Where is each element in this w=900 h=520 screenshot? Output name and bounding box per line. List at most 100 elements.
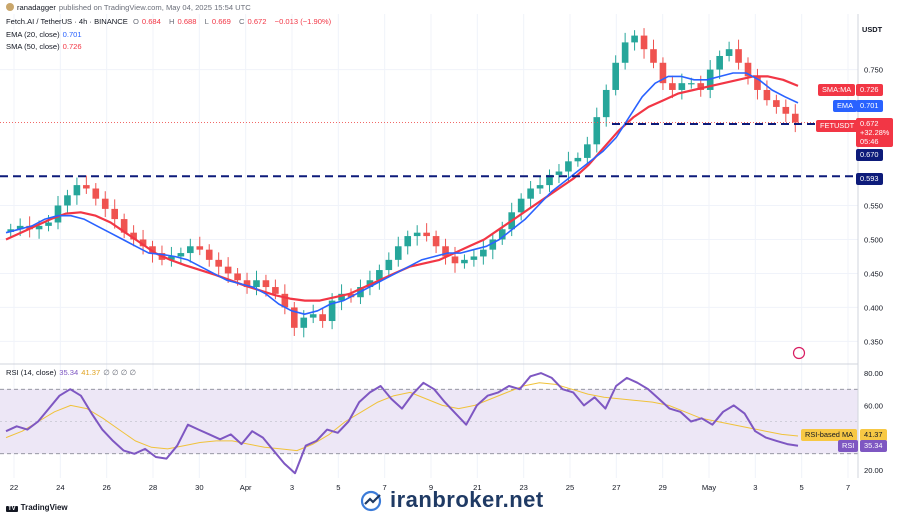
candle-body [773,100,780,107]
candle-body [480,249,487,257]
candle-body [187,246,194,254]
candle-body [782,106,790,114]
symbol-tag: FETUSDT [816,120,859,132]
candle-body [555,171,563,175]
time-tick-label: Apr [240,483,252,492]
rsi-legend[interactable]: RSI (14, close) 35.34 41.37 ∅ ∅ ∅ ∅ [6,368,139,377]
candle-body [546,174,553,186]
watermark-text: iranbroker.net [390,487,544,512]
sma-label: SMA (50, close) [6,42,60,51]
candle-body [470,256,478,260]
rsi-extra: ∅ ∅ ∅ ∅ [103,368,137,377]
symbol-line: Fetch.AI / TetherUS · 4h · BINANCE O 0.68… [6,17,334,26]
candle-body [536,185,544,189]
author-name[interactable]: ranadagger [17,3,56,12]
candle-body [92,188,100,199]
price-tick-label: 0.750 [864,66,883,75]
time-tick-label: 7 [846,483,850,492]
candle-body [64,195,71,206]
candle-body [54,205,62,223]
level-670-tag: 0.670 [856,149,883,161]
sma-tag: SMA:MA [818,84,856,96]
candle-body [659,62,667,84]
events-icon [792,346,806,360]
candle-body [621,42,629,63]
time-tick-label: 22 [10,483,18,492]
candle-body [631,35,638,43]
time-tick-label: 27 [612,483,620,492]
time-tick-label: 21 [473,483,481,492]
candle-body [376,270,383,281]
candle-body [574,157,582,162]
candle-body [451,256,459,264]
candle-body [385,259,393,271]
ema-tag: EMA [833,100,858,112]
candle-body [111,208,119,220]
candle-body [527,188,534,199]
candle-body [423,232,430,237]
candle-body [300,317,308,328]
candle-body [262,280,270,288]
candle-body [584,144,591,158]
candle-body [139,239,147,247]
candle-body [612,62,619,90]
rsi-ma-tag: RSI-based MA [801,429,858,441]
candle-body [640,35,648,50]
rsi-tag: RSI [838,440,859,452]
time-tick-label: 30 [195,483,203,492]
publish-date: published on TradingView.com, May 04, 20… [58,3,251,12]
time-tick-label: 5 [336,483,340,492]
currency-label[interactable]: USDT [862,25,883,34]
candle-body [744,62,752,77]
ema-legend[interactable]: EMA (20, close) 0.701 [6,30,85,39]
candle-body [290,307,298,328]
candle-body [602,89,610,118]
candle-body [319,314,326,322]
time-tick-label: 24 [56,483,64,492]
tradingview-logo[interactable]: TV TradingView [6,503,68,512]
price-tick-label: 0.550 [864,201,883,210]
candle-body [234,273,241,281]
candle-body [83,185,90,189]
candle-body [763,89,771,101]
candle-body [281,293,289,308]
ema-value: 0.701 [62,30,82,39]
sma-value: 0.726 [62,42,82,51]
time-tick-label: 29 [658,483,666,492]
time-tick-label: 9 [429,483,433,492]
rsi-value: 35.34 [59,368,79,377]
symbol-title[interactable]: Fetch.AI / TetherUS · 4h · BINANCE [6,17,128,26]
candle-body [196,246,204,250]
candle-body [224,266,232,274]
rsi-line [5,372,799,475]
candle-body [7,229,15,232]
rsi-tick-label: 20.00 [864,466,883,475]
symbol-change: +32.28% [860,128,890,137]
candle-body [432,236,440,247]
price-tick-label: 0.350 [864,337,883,346]
candle-body [442,246,449,257]
sma-legend[interactable]: SMA (50, close) 0.726 [6,42,85,51]
sma-price-tag: 0.726 [856,84,883,96]
candle-body [413,232,421,237]
price-change: −0.013 (−1.90%) [274,17,332,26]
candle-body [73,185,81,196]
candle-body [593,117,601,145]
author-avatar [6,3,14,11]
candle-body [489,239,497,250]
price-tick-label: 0.400 [864,303,883,312]
rsi-label: RSI (14, close) [6,368,57,377]
rsi-ma-value: 41.37 [81,368,101,377]
time-tick-label: 5 [800,483,804,492]
time-tick-label: 7 [383,483,387,492]
candle-body [565,161,572,172]
time-tick-label: 26 [102,483,110,492]
candle-body [461,259,468,264]
ema-price-tag: 0.701 [856,100,883,112]
candle-body [687,83,695,85]
candle-body [16,225,24,230]
candle-body [177,253,185,257]
candle-body [120,219,128,233]
candle-body [35,225,43,230]
